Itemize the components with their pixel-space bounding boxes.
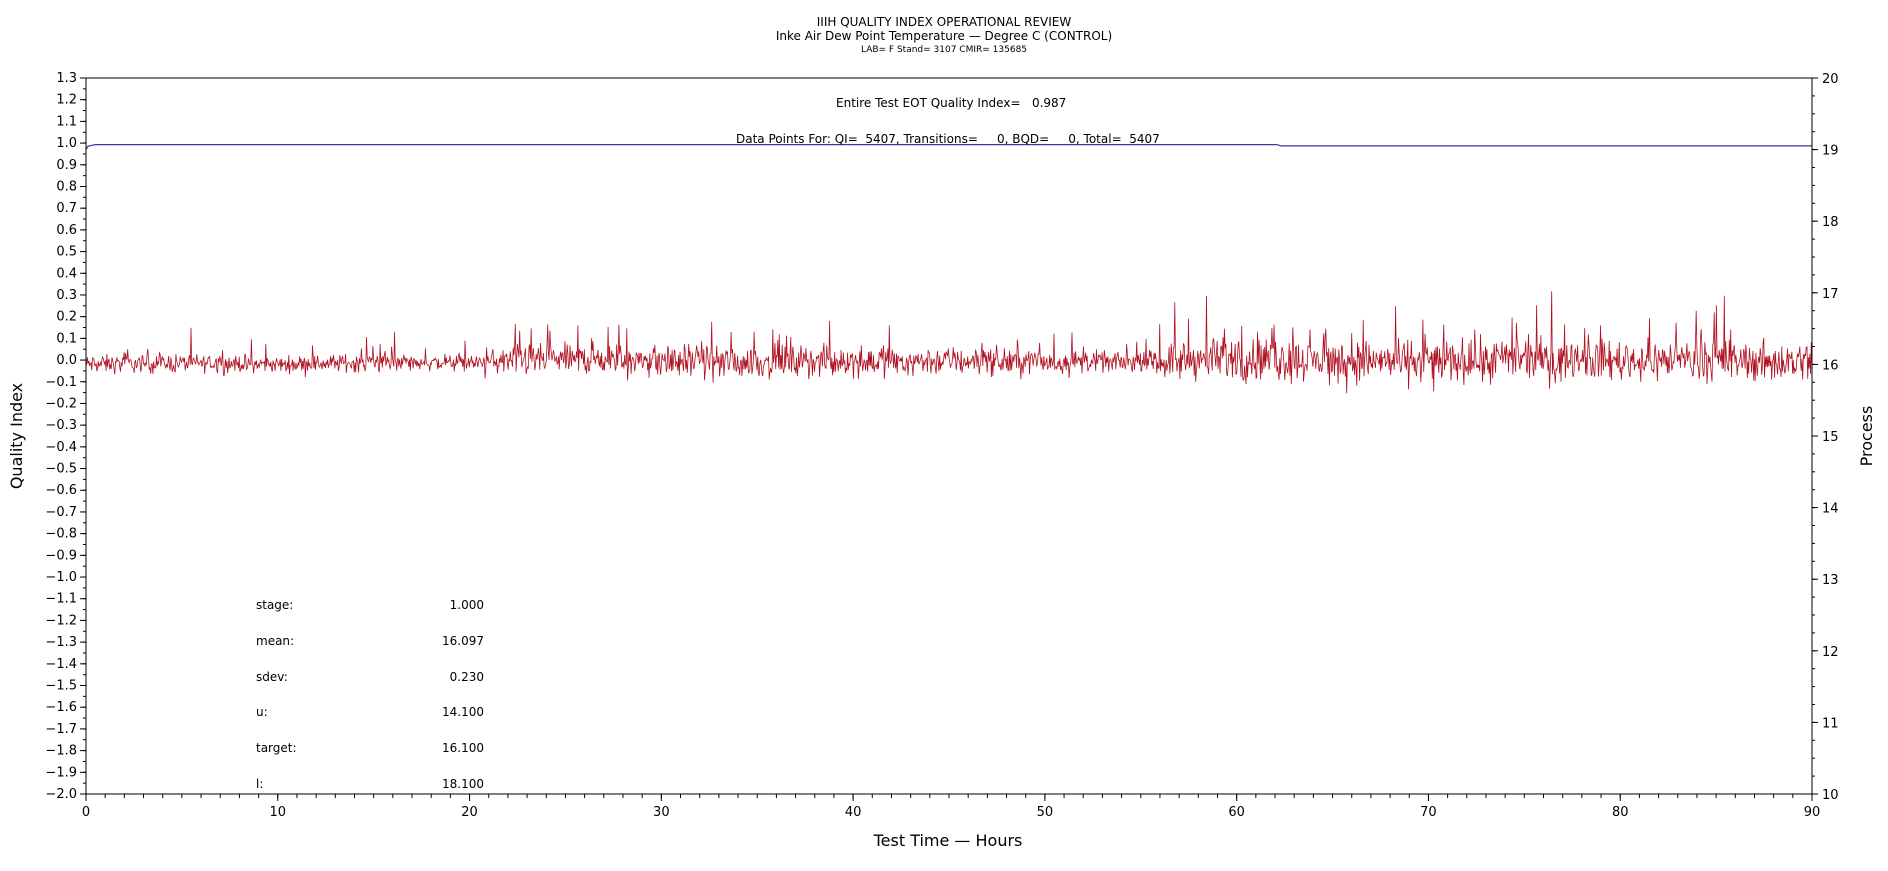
y-tick-label: −0.1 bbox=[45, 375, 77, 390]
y2-tick-label: 17 bbox=[1822, 287, 1839, 302]
y2-tick-label: 18 bbox=[1822, 215, 1839, 230]
x-tick-label: 10 bbox=[270, 805, 287, 820]
stat-label: target: bbox=[256, 741, 297, 755]
x-tick-label: 50 bbox=[1037, 805, 1054, 820]
y-tick-label: −2.0 bbox=[45, 787, 77, 802]
y-tick-label: 0.2 bbox=[56, 310, 77, 325]
x-tick-label: 0 bbox=[82, 805, 90, 820]
y-tick-label: −0.4 bbox=[45, 440, 77, 455]
x-axis-title: Test Time — Hours bbox=[873, 831, 1023, 850]
y-tick-label: −1.8 bbox=[45, 744, 77, 759]
y-axis-title: Quality Index bbox=[7, 383, 26, 489]
chart-title: IIIH QUALITY INDEX OPERATIONAL REVIEW bbox=[816, 15, 1072, 29]
y2-tick-label: 13 bbox=[1822, 573, 1839, 588]
y-tick-label: 1.0 bbox=[56, 136, 77, 151]
y-tick-label: −1.4 bbox=[45, 657, 77, 672]
stat-value: 0.230 bbox=[449, 670, 484, 684]
chart-info: LAB= F Stand= 3107 CMIR= 135685 bbox=[860, 45, 1028, 55]
data-points-annotation: Data Points For: QI= 5407, Transitions= … bbox=[736, 132, 1160, 146]
x-tick-label: 20 bbox=[461, 805, 478, 820]
y-tick-label: −0.9 bbox=[45, 548, 77, 563]
stat-label: l: bbox=[256, 777, 264, 791]
stat-value: 14.100 bbox=[442, 705, 484, 719]
stat-value: 16.097 bbox=[442, 634, 484, 648]
y-tick-label: 0.7 bbox=[56, 201, 77, 216]
stat-value: 16.100 bbox=[442, 741, 484, 755]
x-tick-label: 80 bbox=[1612, 805, 1629, 820]
y-tick-label: −0.7 bbox=[45, 505, 77, 520]
stat-label: mean: bbox=[256, 634, 295, 648]
stat-value: 1.000 bbox=[449, 598, 484, 612]
x-tick-label: 70 bbox=[1420, 805, 1437, 820]
y-tick-label: −1.1 bbox=[45, 592, 77, 607]
y2-tick-label: 15 bbox=[1822, 430, 1839, 445]
y2-tick-label: 10 bbox=[1822, 788, 1839, 803]
y2-tick-label: 20 bbox=[1822, 72, 1839, 87]
y-tick-label: −1.9 bbox=[45, 765, 77, 780]
stat-value: 18.100 bbox=[442, 777, 484, 791]
y-tick-label: −1.5 bbox=[45, 679, 77, 694]
y-tick-label: 0.0 bbox=[56, 353, 77, 368]
y-tick-label: 0.1 bbox=[56, 331, 77, 346]
x-tick-label: 60 bbox=[1228, 805, 1245, 820]
y-tick-label: 0.4 bbox=[56, 266, 77, 281]
y-tick-label: 0.9 bbox=[56, 158, 77, 173]
y2-tick-label: 12 bbox=[1822, 645, 1839, 660]
x-tick-label: 90 bbox=[1804, 805, 1821, 820]
y-tick-label: 0.3 bbox=[56, 288, 77, 303]
quality-index-annotation: Entire Test EOT Quality Index= 0.987 bbox=[836, 96, 1067, 110]
y-tick-label: 1.3 bbox=[56, 71, 77, 86]
y-tick-label: −0.3 bbox=[45, 418, 77, 433]
y2-tick-label: 11 bbox=[1822, 716, 1839, 731]
y-tick-label: 1.1 bbox=[56, 114, 77, 129]
x-tick-label: 40 bbox=[845, 805, 862, 820]
y-tick-label: −0.6 bbox=[45, 483, 77, 498]
process-series-line bbox=[85, 291, 1813, 394]
y-tick-label: −0.2 bbox=[45, 396, 77, 411]
x-tick-label: 30 bbox=[653, 805, 670, 820]
y-tick-label: −1.2 bbox=[45, 613, 77, 628]
y2-tick-label: 19 bbox=[1822, 144, 1839, 159]
y-tick-label: −0.5 bbox=[45, 462, 77, 477]
y-tick-label: 0.5 bbox=[56, 245, 77, 260]
y-tick-label: −1.3 bbox=[45, 635, 77, 650]
y-tick-label: 1.2 bbox=[56, 93, 77, 108]
chart-subtitle: Inke Air Dew Point Temperature — Degree … bbox=[775, 29, 1113, 43]
y-tick-label: 0.6 bbox=[56, 223, 77, 238]
stat-label: stage: bbox=[256, 598, 294, 612]
y2-axis-title: Process bbox=[1857, 406, 1876, 467]
stat-label: u: bbox=[256, 705, 268, 719]
plot-frame bbox=[85, 77, 1813, 795]
y-tick-label: 0.8 bbox=[56, 179, 77, 194]
y-tick-label: −1.0 bbox=[45, 570, 77, 585]
y-tick-label: −0.8 bbox=[45, 527, 77, 542]
y2-tick-label: 14 bbox=[1822, 502, 1839, 517]
y-tick-label: −1.7 bbox=[45, 722, 77, 737]
y-tick-label: −1.6 bbox=[45, 700, 77, 715]
stat-label: sdev: bbox=[256, 670, 288, 684]
y2-tick-label: 16 bbox=[1822, 358, 1839, 373]
quality-index-series-line bbox=[85, 144, 1812, 150]
